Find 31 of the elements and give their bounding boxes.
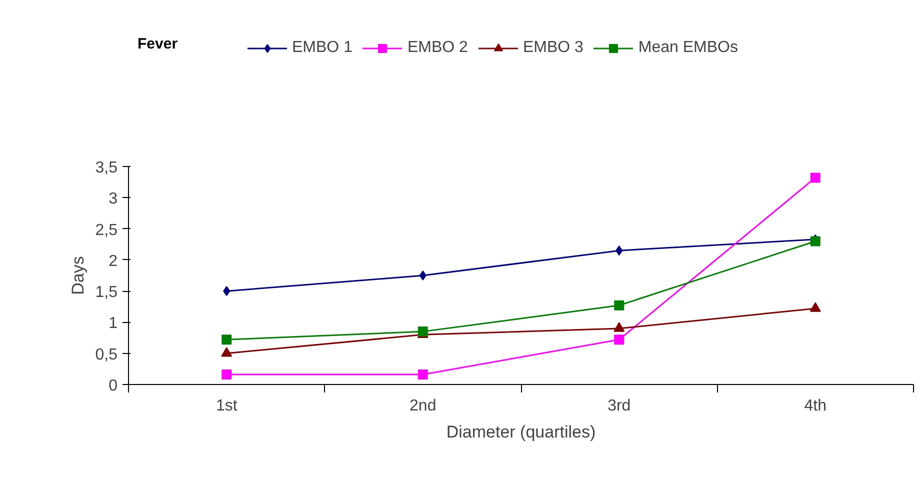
point xyxy=(810,172,820,183)
point xyxy=(418,370,428,380)
point xyxy=(221,347,232,357)
x-axis-title: Diameter (quartiles) xyxy=(446,422,596,442)
point xyxy=(614,322,625,332)
point xyxy=(222,370,232,380)
legend-label: EMBO 1 xyxy=(292,39,352,57)
point xyxy=(419,270,426,280)
x-tick-label: 3rd xyxy=(608,398,631,414)
y-tick-label: 2 xyxy=(108,252,118,270)
x-tick-label: 4th xyxy=(804,398,827,414)
y-tick-label: 3 xyxy=(108,190,118,208)
y-tick-label: 2,5 xyxy=(95,222,118,239)
legend-label: Mean EMBOs xyxy=(638,39,738,57)
y-tick-label: 0,5 xyxy=(95,346,118,364)
x-tick-label: 2nd xyxy=(410,398,436,414)
y-tick-label: 3,5 xyxy=(95,160,118,176)
y-tick-label: 0 xyxy=(108,378,118,394)
legend-label: EMBO 3 xyxy=(522,39,584,57)
chart-title: Fever xyxy=(138,36,178,52)
point xyxy=(614,300,624,310)
point xyxy=(810,302,821,312)
legend-label: EMBO 2 xyxy=(407,39,468,57)
point xyxy=(616,246,623,256)
y-axis-title: Days xyxy=(68,256,88,295)
y-tick-label: 1,5 xyxy=(95,284,118,302)
x-tick-label: 1st xyxy=(216,398,238,414)
point xyxy=(223,286,230,296)
point xyxy=(222,334,232,345)
y-tick-label: 1 xyxy=(108,315,118,332)
point xyxy=(614,334,624,345)
